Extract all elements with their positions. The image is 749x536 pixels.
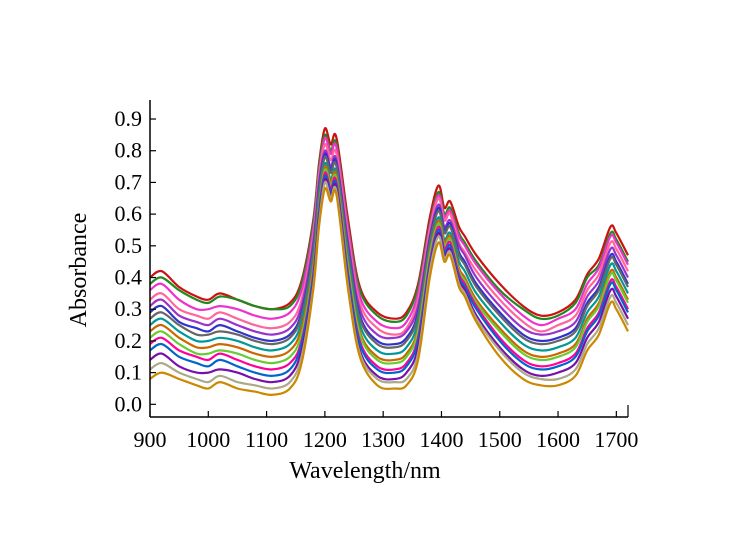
spectra-series-group	[149, 127, 629, 396]
x-axis-title: Wavelength/nm	[289, 458, 441, 484]
y-tick-label: 0.1	[115, 360, 143, 385]
axes-group	[149, 100, 629, 418]
spectrum-line-4	[149, 143, 629, 336]
spectrum-line-14	[149, 180, 629, 390]
spectrum-line-1	[149, 127, 629, 320]
spectrum-line-15	[149, 186, 629, 396]
x-tick-label: 1200	[303, 427, 347, 452]
x-tick-label: 1400	[419, 427, 463, 452]
y-tick-label: 0.8	[115, 138, 143, 163]
spectrum-line-6	[149, 152, 629, 346]
ticks-group: 0.0 0.1 0.2 0.3 0.4 0.5 0.6 0.7 0.8 0.9 900 1000 110…	[115, 106, 639, 452]
spectrum-line-5	[149, 149, 629, 340]
spectrum-line-3	[149, 136, 629, 330]
y-tick-label: 0.3	[115, 296, 143, 321]
x-tick-label: 1300	[361, 427, 405, 452]
spectrum-line-11	[149, 171, 629, 372]
spectrum-line-12	[149, 174, 629, 377]
y-tick-label: 0.9	[115, 106, 143, 131]
y-tick-label: 0.2	[115, 328, 143, 353]
spectrum-line-2	[149, 133, 629, 323]
y-tick-label: 0.4	[115, 265, 143, 290]
y-tick-label: 0.6	[115, 201, 143, 226]
spectrum-line-10	[149, 168, 629, 365]
x-tick-label: 1500	[478, 427, 522, 452]
spectrum-line-13	[149, 177, 629, 384]
y-tick-label: 0.5	[115, 233, 143, 258]
y-axis-title: Absorbance	[66, 213, 92, 328]
spectrum-line-9	[149, 165, 629, 362]
x-tick-label: 1600	[536, 427, 580, 452]
x-tick-label: 1000	[186, 427, 230, 452]
x-tick-label: 1100	[245, 427, 288, 452]
y-tick-label: 0.7	[115, 169, 143, 194]
y-tick-label: 0.0	[115, 391, 143, 416]
x-tick-label: 900	[134, 427, 167, 452]
spectrum-line-8	[149, 161, 629, 356]
x-tick-label: 1700	[594, 427, 638, 452]
spectrum-line-7	[149, 155, 629, 349]
